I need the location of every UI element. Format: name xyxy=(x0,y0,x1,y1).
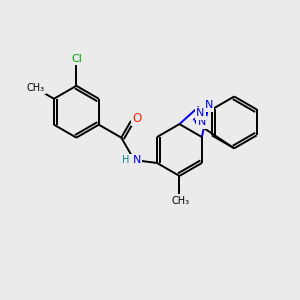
Text: N: N xyxy=(198,117,206,128)
Text: N: N xyxy=(205,100,213,110)
Text: CH₃: CH₃ xyxy=(27,82,45,93)
Text: N: N xyxy=(132,155,141,165)
Text: H: H xyxy=(122,155,130,165)
Text: N: N xyxy=(196,108,204,118)
Text: Cl: Cl xyxy=(71,54,82,64)
Text: CH₃: CH₃ xyxy=(172,196,190,206)
Text: O: O xyxy=(133,112,142,125)
